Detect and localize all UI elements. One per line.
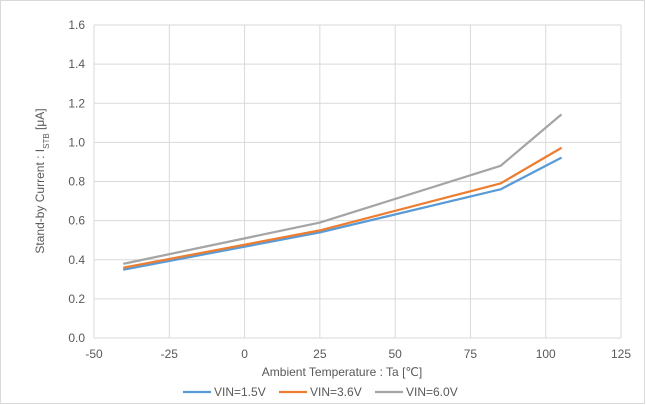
y-axis-title-main: Stand-by Current : I xyxy=(33,149,47,254)
x-tick-label: 25 xyxy=(313,347,327,361)
legend: VIN=1.5V VIN=3.6V VIN=6.0V xyxy=(183,385,458,399)
series-lines xyxy=(122,113,562,271)
series-line-1 xyxy=(122,156,562,271)
y-axis-title: Stand-by Current : ISTB [μA] xyxy=(33,108,51,253)
legend-label-3: VIN=6.0V xyxy=(406,385,458,399)
y-tick-label: 1.2 xyxy=(68,96,85,110)
y-axis-title-unit: [μA] xyxy=(33,108,47,133)
gridlines xyxy=(93,24,622,339)
y-tick-label: 1.6 xyxy=(68,18,85,32)
y-tick-label: 0.8 xyxy=(68,175,85,189)
series-line-2 xyxy=(122,147,562,269)
legend-label-1: VIN=1.5V xyxy=(214,385,266,399)
x-axis-title: Ambient Temperature : Ta [℃] xyxy=(262,365,422,379)
y-tick-label: 1.4 xyxy=(68,57,85,71)
y-tick-label: 0.6 xyxy=(68,214,85,228)
x-tick-label: 50 xyxy=(388,347,402,361)
x-tick-label: -25 xyxy=(161,347,179,361)
x-tick-label: 75 xyxy=(464,347,478,361)
x-tick-labels: -50 -25 0 25 50 75 100 125 xyxy=(85,347,631,361)
y-tick-label: 1.0 xyxy=(68,135,85,149)
y-tick-label: 0.4 xyxy=(68,253,85,267)
x-tick-label: 0 xyxy=(241,347,248,361)
x-tick-label: 125 xyxy=(611,347,631,361)
y-axis-title-subscript: STB xyxy=(42,133,51,149)
y-tick-label: 0.0 xyxy=(68,331,85,345)
legend-label-2: VIN=3.6V xyxy=(310,385,362,399)
y-tick-label: 0.2 xyxy=(68,292,85,306)
x-tick-label: -50 xyxy=(85,347,103,361)
series-line-3 xyxy=(122,113,562,265)
y-tick-labels: 0.0 0.2 0.4 0.6 0.8 1.0 1.2 1.4 1.6 xyxy=(68,18,85,345)
x-tick-label: 100 xyxy=(536,347,556,361)
